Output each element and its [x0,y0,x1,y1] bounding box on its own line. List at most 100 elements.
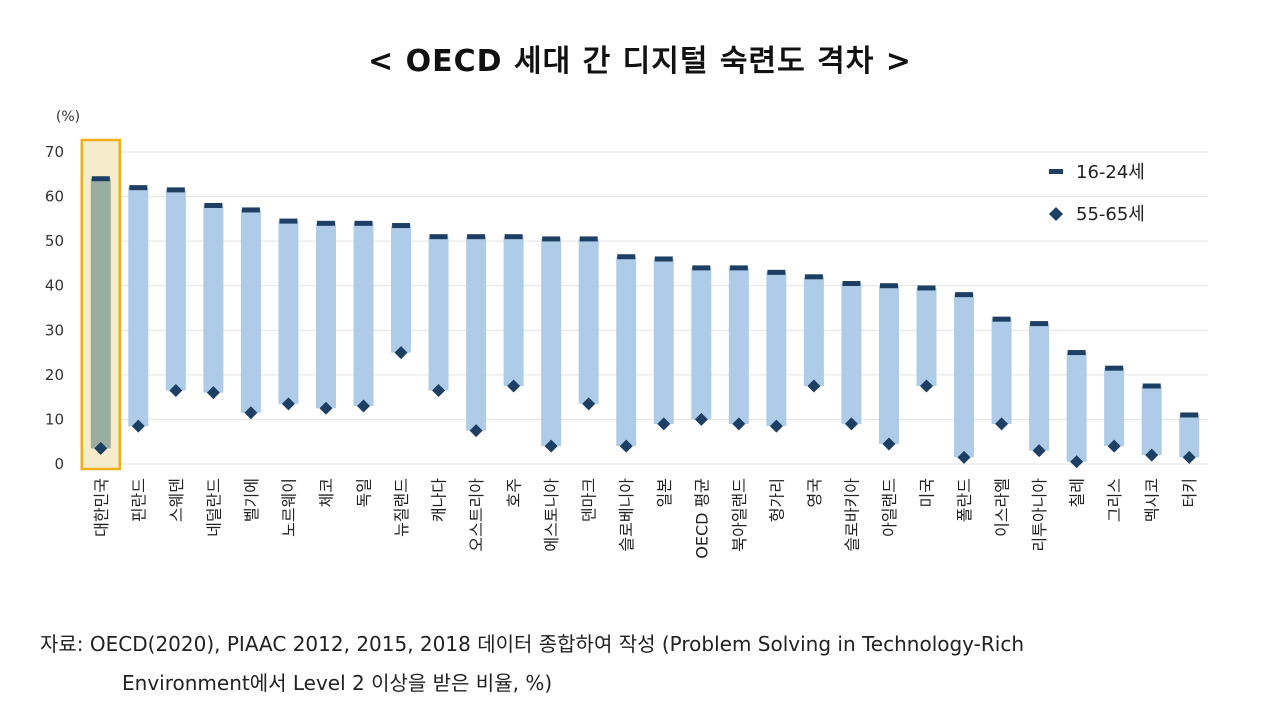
category-label-18: 헝가리 [767,478,786,522]
marker-55-65-27 [1107,439,1121,453]
marker-16-24-5 [279,218,298,224]
range-bar-10 [466,236,487,431]
category-label-24: 이스라엘 [993,478,1012,537]
range-bar-9 [428,236,449,391]
marker-16-24-25 [1030,321,1049,327]
marker-55-65-22 [920,379,933,393]
marker-55-65-28 [1145,448,1159,462]
marker-16-24-22 [917,285,936,291]
markers [91,176,1199,469]
range-bar-3 [203,205,224,393]
marker-55-65-1 [131,419,145,433]
marker-16-24-9 [429,234,448,240]
marker-55-65-24 [995,417,1009,431]
category-label-2: 스웨덴 [167,478,186,522]
marker-55-65-25 [1032,444,1046,458]
range-bars [90,178,1200,462]
marker-16-24-18 [767,269,786,275]
legend-55-65-label: 55-65세 [1076,204,1145,225]
range-bar-1 [128,187,149,427]
marker-55-65-20 [844,417,858,431]
marker-16-24-23 [955,292,974,298]
marker-55-65-14 [619,439,633,453]
range-bar-20 [841,283,862,424]
y-tick-label: 40 [45,277,64,295]
gridlines [82,151,1208,465]
marker-16-24-0 [91,176,110,182]
category-label-1: 핀란드 [129,478,148,522]
range-bar-25 [1029,323,1050,451]
marker-55-65-0 [94,441,108,455]
y-tick-label: 30 [45,321,64,339]
marker-55-65-13 [582,397,596,411]
y-axis: 0 10 20 30 40 50 60 70 (%) [45,109,80,473]
category-label-10: 오스트리아 [467,478,486,552]
legend-16-24-swatch [1049,169,1063,174]
marker-55-65-16 [694,412,708,426]
category-label-7: 독일 [355,478,374,507]
category-label-8: 뉴질랜드 [392,478,411,537]
range-bar-28 [1141,386,1162,456]
category-label-6: 체코 [317,478,336,507]
marker-55-65-9 [432,383,446,397]
marker-55-65-23 [957,450,971,464]
range-bar-21 [878,285,899,444]
range-bar-4 [240,209,261,413]
range-bar-18 [766,272,787,427]
category-label-9: 캐나다 [430,478,449,522]
marker-16-24-17 [729,265,748,271]
marker-16-24-27 [1105,365,1124,371]
y-tick-label: 60 [45,188,64,206]
category-label-23: 폴란드 [955,478,974,522]
marker-16-24-4 [241,207,260,213]
range-bar-19 [803,276,824,386]
marker-55-65-8 [394,346,408,360]
marker-16-24-26 [1067,350,1086,356]
marker-55-65-15 [657,417,671,431]
marker-55-65-21 [882,437,896,451]
category-label-16: OECD 평균 [692,478,711,559]
range-bar-26 [1066,352,1087,462]
legend: 16-24세 55-65세 [1049,162,1145,225]
range-bar-14 [616,256,637,447]
category-label-22: 미국 [918,478,937,507]
category-label-0: 대한민국 [92,478,111,537]
category-label-15: 일본 [655,478,674,507]
category-label-28: 멕시코 [1143,478,1162,522]
range-bar-8 [391,225,412,353]
marker-55-65-12 [544,439,558,453]
marker-16-24-19 [804,274,823,280]
category-label-11: 호주 [505,478,524,507]
chart-title: < OECD 세대 간 디지털 숙련도 격차 > [368,44,912,79]
range-bar-12 [541,238,562,447]
y-tick-label: 20 [45,366,64,384]
range-bar-27 [1104,368,1125,447]
category-label-5: 노르웨이 [279,478,298,537]
category-label-3: 네덜란드 [204,478,223,537]
marker-55-65-2 [169,383,183,397]
category-label-17: 북아일랜드 [730,478,749,552]
marker-16-24-3 [204,202,223,208]
range-bar-17 [728,267,749,424]
y-tick-label: 70 [45,143,64,161]
category-label-19: 영국 [805,478,824,507]
category-labels: 대한민국 핀란드 스웨덴 네덜란드 벨기에 노르웨이 체코 독일 뉴질랜드 캐나다 오스트리아 호주 에… [92,478,1199,559]
legend-16-24-label: 16-24세 [1076,162,1145,183]
marker-55-65-11 [507,379,521,393]
y-tick-label: 50 [45,232,64,250]
marker-16-24-14 [617,254,636,260]
legend-55-65-swatch [1049,207,1063,221]
range-bar-15 [653,258,674,424]
marker-55-65-4 [244,406,258,420]
marker-16-24-16 [692,265,711,271]
marker-55-65-7 [357,399,370,413]
range-bar-22 [916,287,937,386]
marker-55-65-5 [281,397,295,411]
category-label-27: 그리스 [1105,478,1124,522]
category-label-20: 슬로바키아 [842,478,861,552]
marker-16-24-10 [467,234,486,240]
marker-16-24-28 [1142,383,1161,389]
marker-55-65-3 [206,386,220,400]
marker-16-24-7 [354,220,373,226]
marker-55-65-10 [469,424,483,438]
